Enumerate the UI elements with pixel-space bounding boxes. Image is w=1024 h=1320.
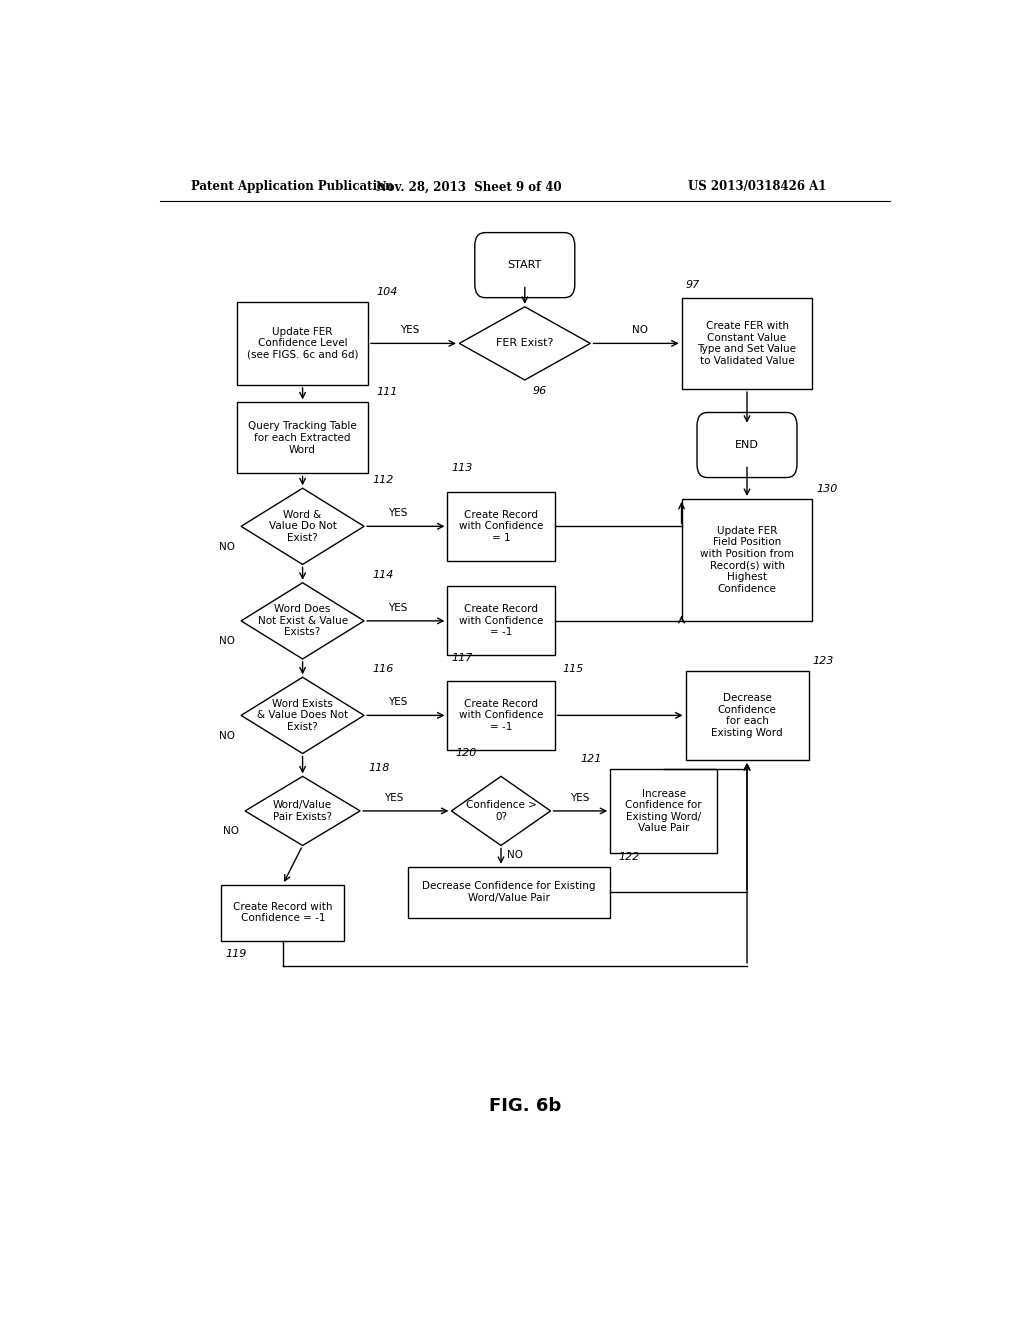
FancyBboxPatch shape — [447, 681, 555, 750]
FancyBboxPatch shape — [682, 297, 812, 389]
Text: Word Does
Not Exist & Value
Exists?: Word Does Not Exist & Value Exists? — [257, 605, 348, 638]
Text: NO: NO — [632, 325, 648, 335]
FancyBboxPatch shape — [610, 770, 717, 853]
Text: 120: 120 — [456, 748, 477, 758]
Text: Decrease
Confidence
for each
Existing Word: Decrease Confidence for each Existing Wo… — [712, 693, 782, 738]
Text: 114: 114 — [372, 570, 393, 579]
Text: 97: 97 — [685, 280, 699, 289]
Text: 122: 122 — [618, 851, 639, 862]
Text: Create Record
with Confidence
= -1: Create Record with Confidence = -1 — [459, 605, 543, 638]
Text: Nov. 28, 2013  Sheet 9 of 40: Nov. 28, 2013 Sheet 9 of 40 — [377, 181, 562, 193]
Text: Update FER
Field Position
with Position from
Record(s) with
Highest
Confidence: Update FER Field Position with Position … — [700, 525, 794, 594]
Text: FER Exist?: FER Exist? — [496, 338, 554, 348]
Text: Update FER
Confidence Level
(see FIGS. 6c and 6d): Update FER Confidence Level (see FIGS. 6… — [247, 327, 358, 360]
Text: 116: 116 — [372, 664, 393, 675]
Text: YES: YES — [388, 603, 408, 612]
Text: YES: YES — [388, 508, 408, 519]
FancyBboxPatch shape — [408, 867, 610, 917]
FancyBboxPatch shape — [238, 302, 368, 385]
Text: Query Tracking Table
for each Extracted
Word: Query Tracking Table for each Extracted … — [248, 421, 357, 454]
Text: Patent Application Publication: Patent Application Publication — [191, 181, 394, 193]
Text: Increase
Confidence for
Existing Word/
Value Pair: Increase Confidence for Existing Word/ V… — [626, 788, 702, 833]
FancyBboxPatch shape — [238, 403, 368, 474]
Text: 119: 119 — [225, 949, 247, 958]
Text: 121: 121 — [581, 754, 602, 764]
Text: 118: 118 — [368, 763, 389, 774]
Text: Create Record
with Confidence
= 1: Create Record with Confidence = 1 — [459, 510, 543, 543]
Text: 113: 113 — [452, 463, 473, 474]
Text: 115: 115 — [562, 664, 584, 673]
Polygon shape — [241, 677, 365, 754]
Text: Create Record with
Confidence = -1: Create Record with Confidence = -1 — [233, 902, 333, 924]
FancyBboxPatch shape — [682, 499, 812, 620]
Text: 112: 112 — [372, 475, 393, 486]
Text: NO: NO — [219, 541, 234, 552]
Text: YES: YES — [570, 793, 590, 803]
Text: YES: YES — [400, 325, 420, 335]
Text: NO: NO — [222, 826, 239, 836]
Text: Decrease Confidence for Existing
Word/Value Pair: Decrease Confidence for Existing Word/Va… — [422, 882, 596, 903]
Text: FIG. 6b: FIG. 6b — [488, 1097, 561, 1114]
Text: 130: 130 — [816, 484, 838, 494]
Text: Create FER with
Constant Value
Type and Set Value
to Validated Value: Create FER with Constant Value Type and … — [697, 321, 797, 366]
Text: END: END — [735, 440, 759, 450]
Polygon shape — [241, 582, 365, 659]
Text: START: START — [508, 260, 542, 271]
Text: 123: 123 — [812, 656, 834, 665]
Text: YES: YES — [384, 793, 403, 803]
Text: YES: YES — [388, 697, 408, 708]
Text: Confidence >
0?: Confidence > 0? — [466, 800, 537, 822]
Text: 117: 117 — [452, 652, 473, 663]
FancyBboxPatch shape — [447, 586, 555, 656]
FancyBboxPatch shape — [447, 492, 555, 561]
Text: 96: 96 — [532, 385, 547, 396]
Polygon shape — [452, 776, 551, 846]
Text: Word &
Value Do Not
Exist?: Word & Value Do Not Exist? — [268, 510, 337, 543]
FancyBboxPatch shape — [221, 884, 344, 941]
Polygon shape — [460, 306, 590, 380]
FancyBboxPatch shape — [475, 232, 574, 297]
Text: 111: 111 — [376, 387, 397, 397]
Text: NO: NO — [219, 731, 234, 741]
Polygon shape — [245, 776, 360, 846]
FancyBboxPatch shape — [697, 412, 797, 478]
Text: Word Exists
& Value Does Not
Exist?: Word Exists & Value Does Not Exist? — [257, 698, 348, 733]
Text: US 2013/0318426 A1: US 2013/0318426 A1 — [688, 181, 826, 193]
Text: 104: 104 — [376, 286, 397, 297]
Text: NO: NO — [507, 850, 523, 859]
FancyBboxPatch shape — [685, 671, 809, 760]
Text: Word/Value
Pair Exists?: Word/Value Pair Exists? — [273, 800, 332, 822]
Text: Create Record
with Confidence
= -1: Create Record with Confidence = -1 — [459, 698, 543, 733]
Polygon shape — [241, 488, 365, 565]
Text: NO: NO — [219, 636, 234, 645]
